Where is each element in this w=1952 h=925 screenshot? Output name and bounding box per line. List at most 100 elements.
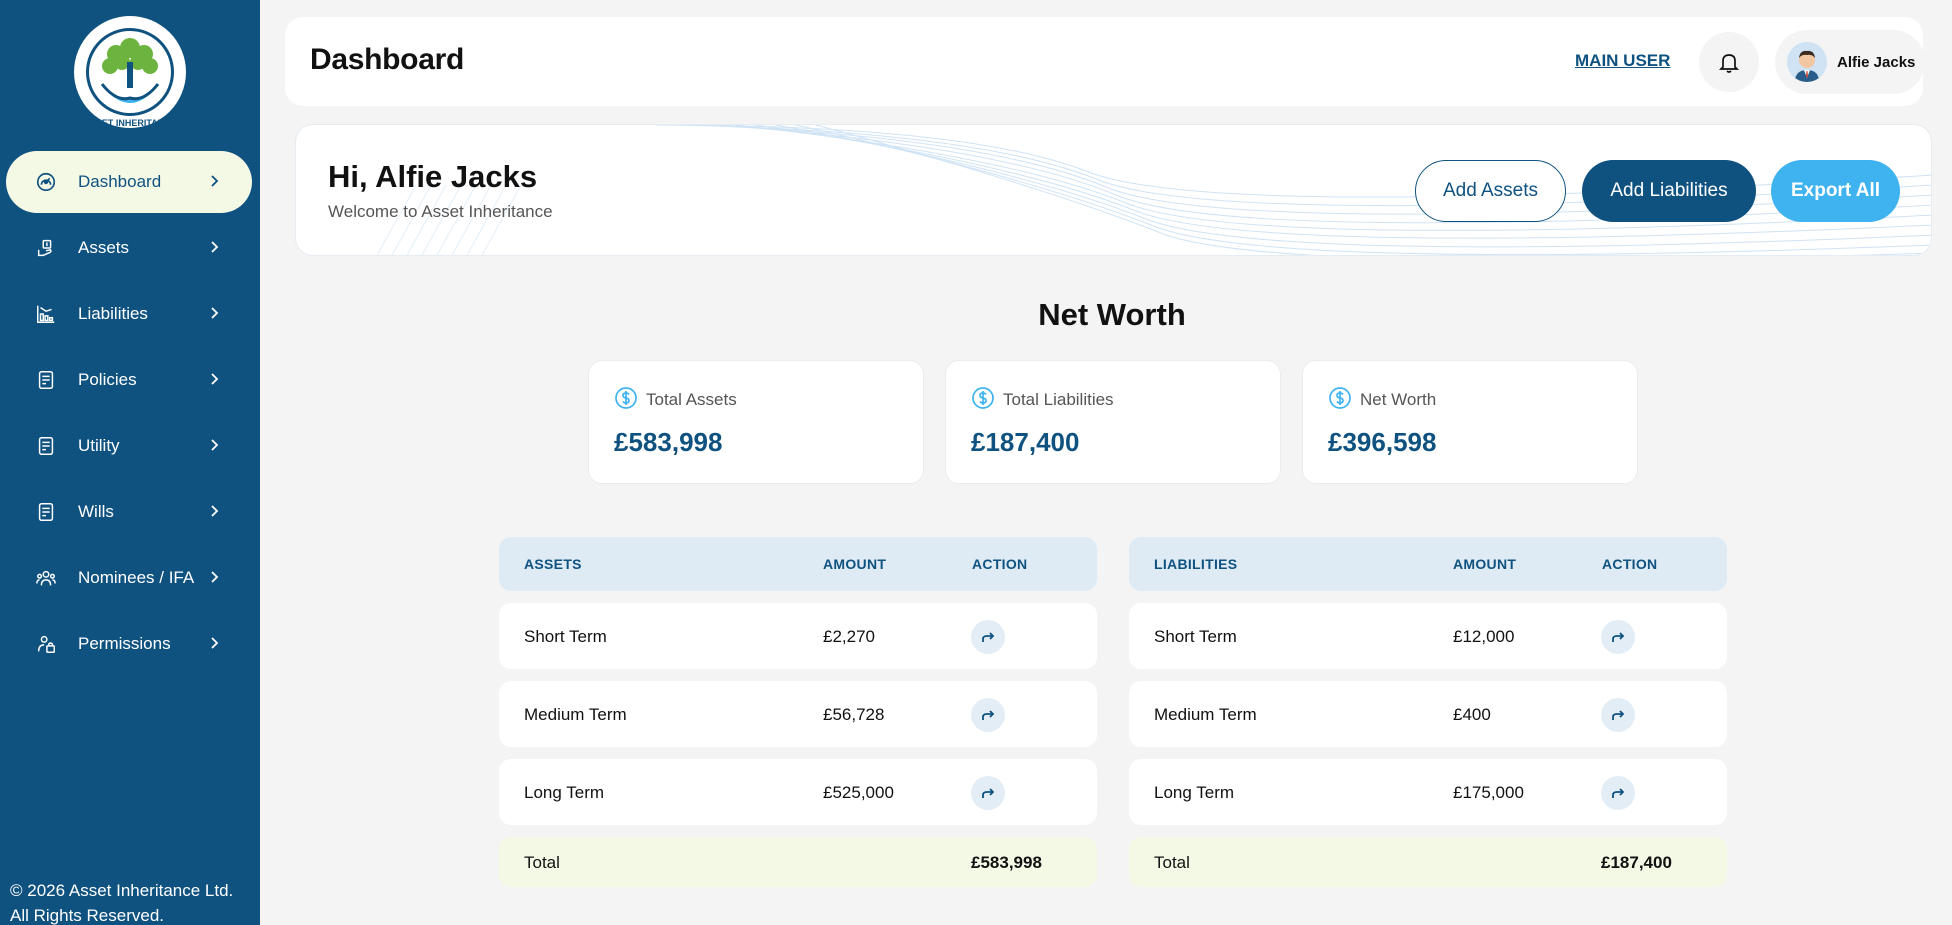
- column-header-amount: AMOUNT: [823, 556, 887, 572]
- sidebar-item-label: Utility: [78, 436, 120, 455]
- row-action-button[interactable]: [971, 620, 1005, 654]
- sidebar-item-label: Nominees / IFA: [78, 568, 195, 587]
- logo-text: ASSET INHERITANCE: [83, 118, 176, 128]
- add-liabilities-button[interactable]: Add Liabilities: [1582, 160, 1756, 222]
- welcome-subtitle: Welcome to Asset Inheritance: [328, 202, 553, 221]
- add-assets-button[interactable]: Add Assets: [1415, 160, 1566, 222]
- table-row: Medium Term £400: [1129, 681, 1727, 747]
- share-arrow-icon: [982, 632, 995, 642]
- notifications-button[interactable]: [1699, 32, 1759, 92]
- sidebar: ASSET INHERITANCE Dashboard Assets Liabi…: [0, 0, 260, 925]
- row-action-button[interactable]: [971, 776, 1005, 810]
- page-title: Dashboard: [310, 43, 464, 76]
- sidebar-item-label: Wills: [78, 502, 114, 521]
- total-label: Total: [1154, 853, 1190, 872]
- liabilities-table: LIABILITIES AMOUNT ACTION Short Term £12…: [1129, 537, 1727, 887]
- row-name: Medium Term: [524, 705, 627, 724]
- column-header-assets: ASSETS: [524, 556, 582, 572]
- document-icon: [34, 434, 58, 458]
- dollar-circle-icon: [972, 387, 994, 409]
- lock-user-icon: [34, 632, 58, 656]
- share-arrow-icon: [1612, 710, 1625, 720]
- sidebar-item-liabilities[interactable]: Liabilities: [6, 283, 252, 345]
- asset-inheritance-logo[interactable]: ASSET INHERITANCE: [66, 14, 194, 132]
- total-label: Total: [524, 853, 560, 872]
- net-worth-title: Net Worth: [1038, 297, 1186, 332]
- bell-icon: [1718, 54, 1740, 73]
- avatar: [1787, 42, 1827, 82]
- chevron-right-icon: [211, 637, 219, 649]
- assets-hand-icon: [34, 236, 58, 260]
- row-action-button[interactable]: [1601, 620, 1635, 654]
- card-label: Total Assets: [646, 390, 737, 409]
- dollar-circle-icon: [615, 387, 637, 409]
- chevron-right-icon: [211, 439, 219, 451]
- sidebar-item-wills[interactable]: Wills: [6, 481, 252, 543]
- document-icon: [34, 368, 58, 392]
- row-name: Medium Term: [1154, 705, 1257, 724]
- decorative-waves: [376, 125, 1931, 255]
- column-header-amount: AMOUNT: [1453, 556, 1517, 572]
- column-header-liabilities: LIABILITIES: [1154, 556, 1238, 572]
- column-header-action: ACTION: [972, 556, 1028, 572]
- sidebar-item-label: Permissions: [78, 634, 171, 653]
- users-icon: [34, 566, 58, 590]
- row-action-button[interactable]: [1601, 776, 1635, 810]
- sidebar-item-utility[interactable]: Utility: [6, 415, 252, 477]
- card-label: Total Liabilities: [1003, 390, 1114, 409]
- sidebar-item-permissions[interactable]: Permissions: [6, 613, 252, 675]
- top-header: Dashboard MAIN USER Alfie Jacks: [285, 17, 1925, 106]
- assets-table: ASSETS AMOUNT ACTION Short Term £2,270 M…: [499, 537, 1097, 887]
- card-label: Net Worth: [1360, 390, 1437, 409]
- chevron-right-icon: [211, 571, 219, 583]
- user-profile-button[interactable]: Alfie Jacks: [1775, 30, 1925, 94]
- table-header: LIABILITIES AMOUNT ACTION: [1129, 537, 1727, 591]
- net-worth-card: Net Worth £396,598: [1302, 360, 1638, 484]
- sidebar-item-label: Dashboard: [78, 172, 162, 191]
- chevron-right-icon: [211, 175, 219, 187]
- total-liabilities-card: Total Liabilities £187,400: [945, 360, 1281, 484]
- user-name: Alfie Jacks: [1837, 53, 1916, 71]
- table-header: ASSETS AMOUNT ACTION: [499, 537, 1097, 591]
- export-all-button[interactable]: Export All: [1771, 160, 1900, 222]
- sidebar-item-label: Policies: [78, 370, 137, 389]
- main-user-link[interactable]: MAIN USER: [1575, 51, 1671, 70]
- row-amount: £400: [1453, 705, 1491, 724]
- table-total-row: Total £583,998: [499, 837, 1097, 887]
- table-row: Short Term £2,270: [499, 603, 1097, 669]
- total-amount: £583,998: [971, 853, 1042, 872]
- sidebar-nav: Dashboard Assets Liabilities Policies: [0, 151, 260, 679]
- sidebar-item-policies[interactable]: Policies: [6, 349, 252, 411]
- row-amount: £12,000: [1453, 627, 1515, 646]
- chevron-right-icon: [211, 241, 219, 253]
- row-name: Long Term: [1154, 783, 1235, 802]
- document-icon: [34, 500, 58, 524]
- chevron-right-icon: [211, 307, 219, 319]
- row-amount: £2,270: [823, 627, 875, 646]
- card-value: £396,598: [1328, 427, 1437, 457]
- chart-down-icon: [34, 302, 58, 326]
- row-action-button[interactable]: [971, 698, 1005, 732]
- gauge-icon: [34, 170, 58, 194]
- column-header-action: ACTION: [1602, 556, 1658, 572]
- row-name: Short Term: [524, 627, 607, 646]
- sidebar-item-assets[interactable]: Assets: [6, 217, 252, 279]
- row-amount: £56,728: [823, 705, 885, 724]
- sidebar-item-label: Assets: [78, 238, 130, 257]
- sidebar-item-nominees[interactable]: Nominees / IFA: [6, 547, 252, 609]
- total-amount: £187,400: [1601, 853, 1672, 872]
- total-assets-card: Total Assets £583,998: [588, 360, 924, 484]
- table-total-row: Total £187,400: [1129, 837, 1727, 887]
- share-arrow-icon: [1612, 632, 1625, 642]
- share-arrow-icon: [982, 710, 995, 720]
- table-row: Medium Term £56,728: [499, 681, 1097, 747]
- table-row: Long Term £175,000: [1129, 759, 1727, 825]
- table-row: Long Term £525,000: [499, 759, 1097, 825]
- row-name: Long Term: [524, 783, 605, 802]
- share-arrow-icon: [1612, 788, 1625, 798]
- row-name: Short Term: [1154, 627, 1237, 646]
- row-action-button[interactable]: [1601, 698, 1635, 732]
- table-row: Short Term £12,000: [1129, 603, 1727, 669]
- chevron-right-icon: [211, 373, 219, 385]
- sidebar-item-dashboard[interactable]: Dashboard: [6, 151, 252, 213]
